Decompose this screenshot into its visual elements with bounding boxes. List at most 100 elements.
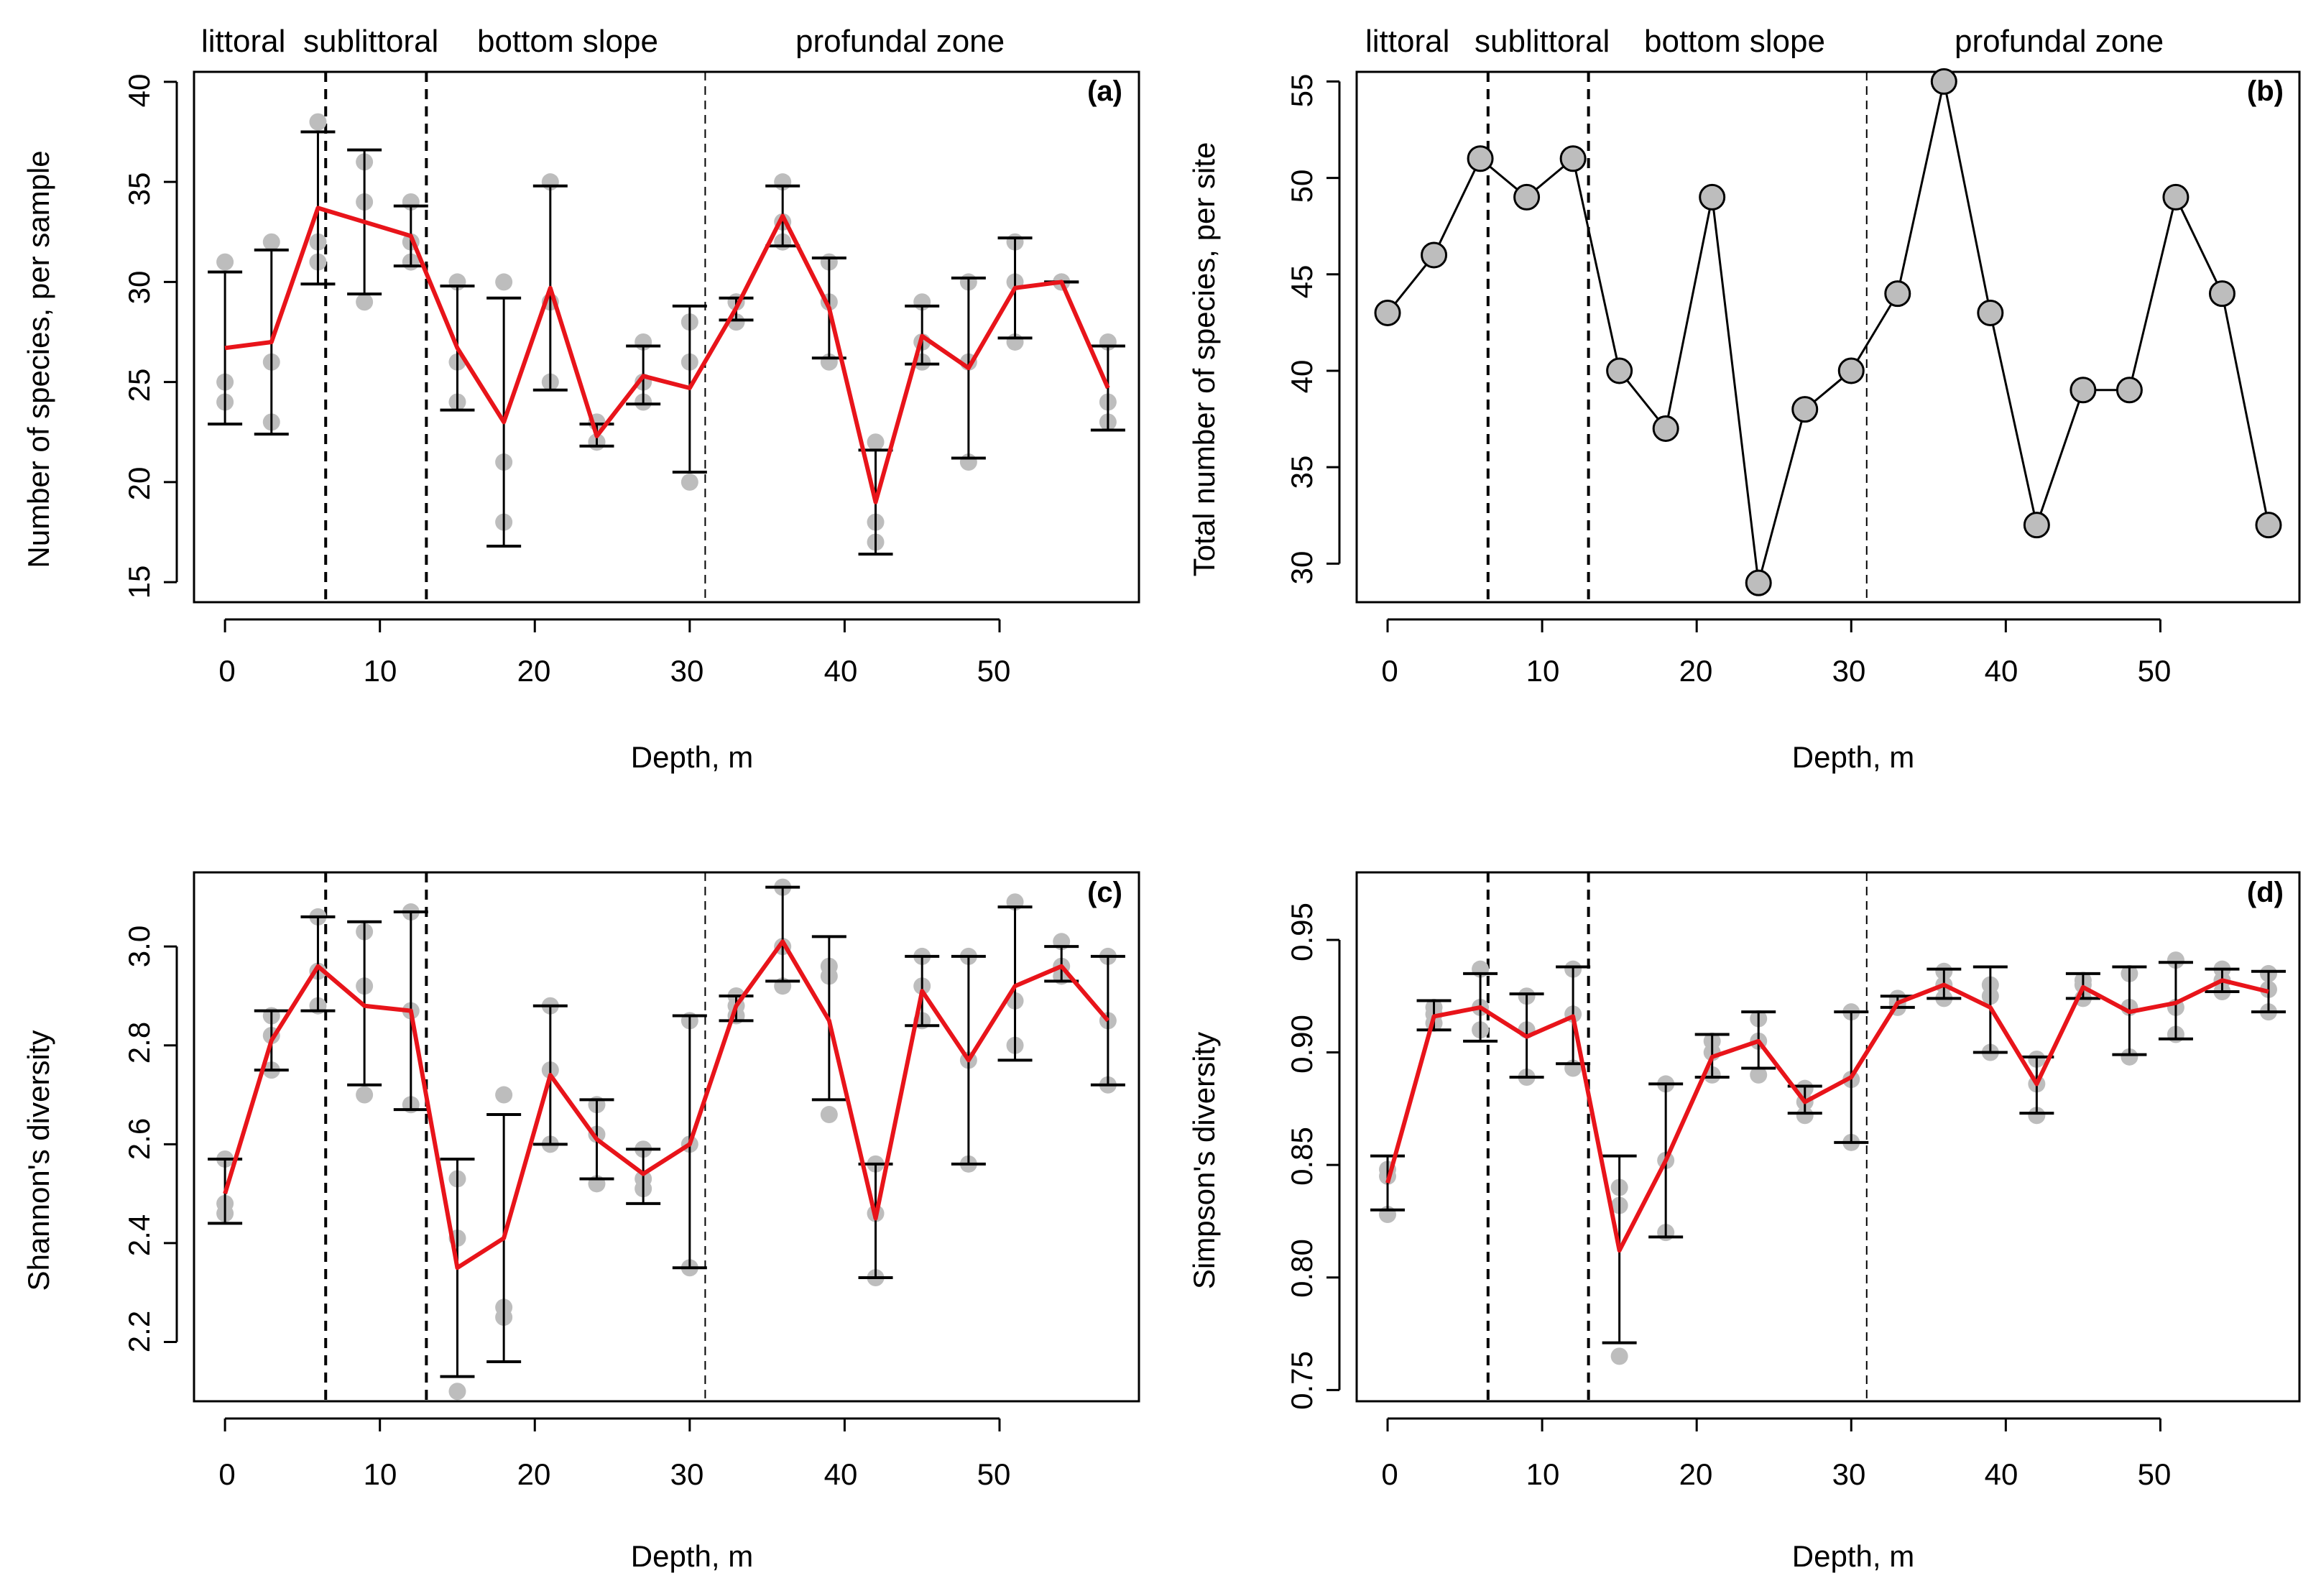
panel-a-raw-point [262,233,280,251]
panel-b-x-tick-label: 10 [1526,654,1560,688]
panel-b-x-tick-label: 40 [1985,654,2018,688]
panel-d-raw-point [1796,1107,1814,1125]
panel-b-total-point [2115,377,2143,404]
panel-a-tag: (a) [1087,75,1122,107]
panel-b-y-tick-label: 45 [1285,265,1319,299]
panel-b-y-tick-label: 30 [1285,551,1319,585]
panel-b: littoral sublittoral bottom slope profun… [1187,24,2284,774]
panel-d-plot [1326,871,2301,1431]
panel-a-x-axis-title: Depth, m [631,740,753,774]
panel-c-x-tick-label: 20 [517,1457,551,1491]
panel-c-y-axis-title: Shannon's diversity [22,1030,55,1291]
panel-d-x-axis-title: Depth, m [1792,1539,1914,1573]
panel-c-x-tick-label: 30 [670,1457,704,1491]
panel-a-x-tick-label: 0 [218,654,235,688]
panel-b-y-tick-label: 55 [1285,74,1319,108]
panel-d-plot-frame [1355,871,2301,1403]
panel-b-x-tick-label: 30 [1832,654,1866,688]
panel-d-raw-point [2167,951,2184,969]
panel-b-total-point [1467,145,1494,172]
panel-c-y-tick-label: 2.8 [122,1022,156,1064]
panel-c-raw-point [356,1086,374,1104]
panel-b-y-tick-label: 50 [1285,170,1319,203]
panel-b-plot [1326,68,2301,632]
panel-a-zone-label-littoral: littoral [201,24,285,59]
panel-b-zone-label-littoral: littoral [1365,24,1449,59]
panel-d-raw-point [2121,1048,2138,1066]
panel-d-mean-line [1385,978,2269,1253]
panel-a-raw-point [309,113,327,131]
panel-d-x-tick-label: 50 [2138,1457,2172,1491]
panel-a-y-tick-label: 15 [122,566,156,599]
panel-a-y-tick-label: 35 [122,172,156,206]
panel-d-y-axis-title: Simpson's diversity [1187,1032,1221,1289]
panel-b-total-point [1559,145,1587,172]
panel-c-raw-point [448,1383,466,1401]
panel-b-total-point [2023,512,2050,539]
panel-b-x-axis-title: Depth, m [1792,740,1914,774]
panel-d-x-tick-label: 10 [1526,1457,1560,1491]
panel-d-y-tick-label: 0.80 [1285,1239,1319,1298]
panel-b-total-point [1606,357,1633,384]
panel-b-y-tick-label: 40 [1285,360,1319,394]
panel-a-raw-point [495,273,513,291]
panel-b-total-point [2069,377,2097,404]
panel-c-y-tick-label: 3.0 [122,926,156,967]
panel-a-y-axis-title: Number of species, per sample [22,150,55,568]
panel-b-total-point [2162,183,2190,211]
panel-a-raw-point [216,253,234,271]
panel-d-y-tick-label: 0.90 [1285,1015,1319,1074]
panel-a-x-tick-label: 50 [977,654,1011,688]
panel-c-raw-point [820,1106,838,1124]
panel-b-total-point [2208,280,2235,308]
panel-b-total-point [1884,280,1911,308]
panel-c-y-tick-label: 2.2 [122,1311,156,1352]
panel-a-zone-label-bottom-slope: bottom slope [477,24,658,59]
panel-d-y-tick-label: 0.95 [1285,903,1319,961]
panel-a-zone-label-sublittoral: sublittoral [303,24,438,59]
panel-b-total-point [1699,183,1726,211]
panel-a: littoral sublittoral bottom slope profun… [22,24,1122,774]
panel-d-raw-point [2028,1107,2046,1125]
panel-a-raw-point [680,473,698,491]
panel-c-mean-line [223,939,1110,1270]
panel-d-x-tick-label: 30 [1832,1457,1866,1491]
panel-b-plot-frame [1355,70,2301,604]
panel-c-raw-point [495,1086,513,1104]
panel-d-x-tick-label: 20 [1679,1457,1713,1491]
panel-d-raw-point [1610,1347,1628,1365]
panel-b-zone-label-profundal: profundal zone [1955,24,2164,59]
panel-a-zone-label-profundal: profundal zone [795,24,1005,59]
panel-b-total-point [1374,299,1401,326]
panel-b-x-tick-label: 0 [1381,654,1398,688]
panel-d-raw-point [1750,1066,1768,1084]
panel-c-x-tick-label: 40 [824,1457,858,1491]
panel-a-y-tick-label: 20 [122,467,156,501]
panel-a-plot-frame [193,70,1140,604]
panel-c-x-axis-title: Depth, m [631,1539,753,1573]
panel-c-tag: (c) [1087,877,1122,908]
panel-b-total-point [1652,415,1679,442]
panel-a-x-tick-label: 10 [364,654,397,688]
panel-d: (d) Depth, m Simpson's diversity 0 10 20… [1187,877,2284,1573]
panel-a-x-tick-label: 20 [517,654,551,688]
panel-a-raw-point [356,293,374,311]
panel-b-y-tick-label: 35 [1285,456,1319,489]
panel-d-y-tick-label: 0.85 [1285,1127,1319,1186]
panel-b-total-point [1745,569,1772,596]
panel-b-tag: (b) [2247,75,2284,107]
panel-d-x-tick-label: 40 [1985,1457,2018,1491]
panel-b-x-tick-label: 50 [2138,654,2172,688]
panel-c-plot-frame [193,871,1140,1403]
panel-b-x-tick-label: 20 [1679,654,1713,688]
panel-b-total-point [2255,512,2282,539]
panel-c-plot [164,871,1140,1431]
panel-a-mean-line [224,206,1110,504]
panel-c-y-tick-label: 2.4 [122,1214,156,1256]
panel-b-total-point [1421,241,1448,269]
panel-a-y-tick-label: 25 [122,369,156,402]
panel-c-x-tick-label: 0 [218,1457,235,1491]
panel-b-zone-label-bottom-slope: bottom slope [1644,24,1825,59]
